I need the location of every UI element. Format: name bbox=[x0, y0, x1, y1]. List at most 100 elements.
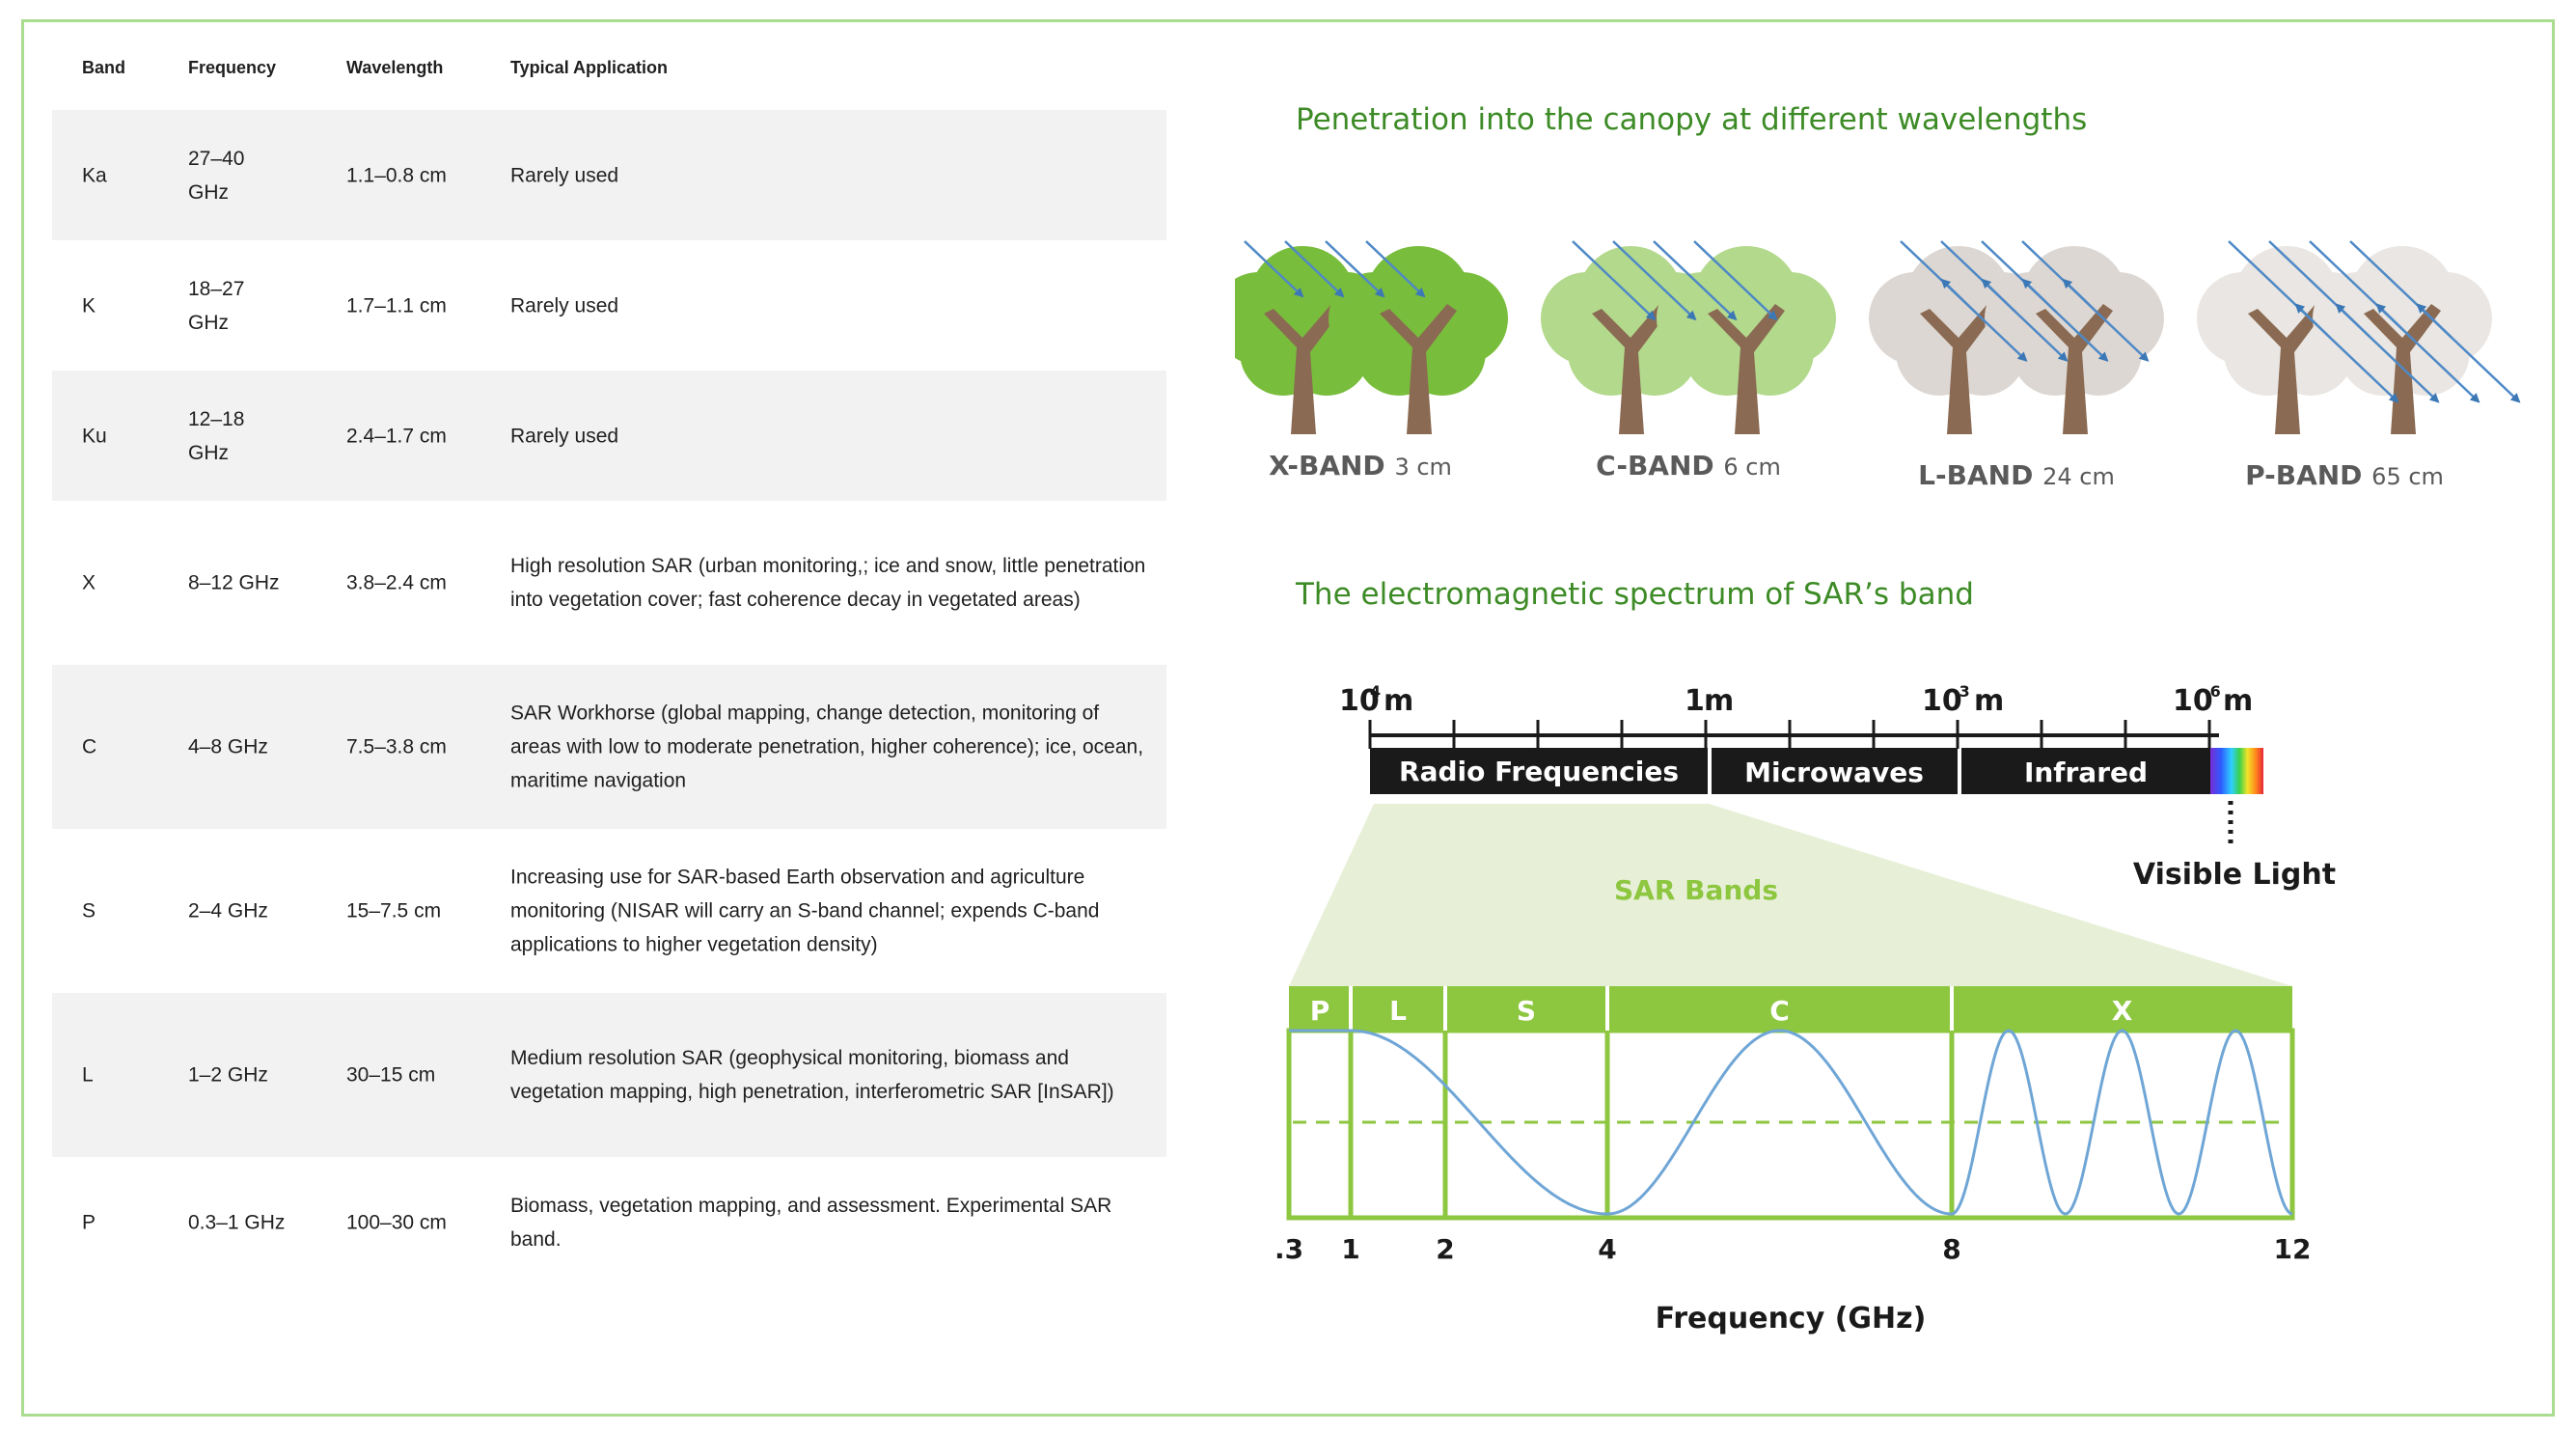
incident-wave-arrow bbox=[1653, 240, 1738, 321]
scale-exp: -3 bbox=[1953, 682, 1970, 701]
scale-exp: -6 bbox=[2204, 682, 2221, 701]
frequency-cell: 27–40 GHz bbox=[188, 147, 245, 204]
backscatter-arrow bbox=[2375, 303, 2412, 339]
band-name: P-BAND bbox=[2245, 459, 2371, 491]
canopy-panel-l-band: L-BAND 24 cm bbox=[1869, 240, 2164, 491]
table-row: Ku 12–18 GHz 2.4–1.7 cm Rarely used bbox=[52, 371, 1166, 501]
incident-wave-arrow bbox=[1365, 240, 1426, 298]
band-cell: C bbox=[82, 735, 97, 758]
backscatter-arrow bbox=[1981, 278, 2017, 314]
backscatter-arrow bbox=[2294, 303, 2331, 339]
sar-band-plot: P L S C X.3 1 2 4 8 12 bbox=[1274, 986, 2312, 1265]
canopy-band-label: L-BAND 24 cm bbox=[1918, 459, 2115, 491]
incident-wave-arrow bbox=[1612, 240, 1697, 321]
scale-ruler bbox=[1368, 720, 2219, 749]
band-cell: P bbox=[82, 1211, 96, 1233]
incident-wave-arrow bbox=[1244, 240, 1304, 298]
application-cell: High resolution SAR (urban monitoring,; … bbox=[510, 555, 1146, 611]
backscatter-arrow bbox=[2416, 303, 2453, 339]
scale-base: 10 bbox=[1339, 684, 1380, 718]
region-label: Infrared bbox=[2024, 757, 2148, 788]
backscatter-arrow bbox=[2062, 278, 2098, 314]
frequency-tick-label: .3 bbox=[1274, 1233, 1303, 1265]
wavelength-cell: 100–30 cm bbox=[346, 1211, 447, 1233]
band-cell: K bbox=[82, 294, 96, 317]
scale-base: 10 bbox=[1922, 684, 1962, 718]
incident-wave-arrow bbox=[1572, 240, 1657, 321]
canopy-band-label: X-BAND 3 cm bbox=[1269, 450, 1452, 482]
region-microwave bbox=[1712, 748, 1958, 794]
application-cell: Biomass, vegetation mapping, and assessm… bbox=[510, 1194, 1112, 1251]
frequency-tick-label: 2 bbox=[1436, 1233, 1454, 1265]
band-label-p: P bbox=[1310, 995, 1330, 1027]
scale-label-1e-6: 10 -6 m bbox=[2173, 682, 2253, 718]
frequency-cell: 4–8 GHz bbox=[188, 735, 268, 758]
band-cell: L bbox=[82, 1063, 94, 1087]
header-wavelength: Wavelength bbox=[346, 58, 444, 77]
header-frequency: Frequency bbox=[188, 58, 277, 77]
band-header-bar bbox=[1289, 986, 2292, 1031]
region-infrared bbox=[1961, 748, 2210, 794]
frequency-cell: 12–18 GHz bbox=[188, 407, 245, 464]
visible-light-label: Visible Light bbox=[2133, 858, 2336, 892]
sar-bands-label: SAR Bands bbox=[1614, 874, 1778, 906]
canopy-band-label: C-BAND 6 cm bbox=[1596, 450, 1781, 482]
wavelength-cell: 1.7–1.1 cm bbox=[346, 294, 447, 317]
scale-base: 1 bbox=[1685, 684, 1705, 718]
canopy-panel-x-band: X-BAND 3 cm bbox=[1235, 240, 1508, 482]
application-cell: Rarely used bbox=[510, 294, 619, 317]
wavelength-cell: 2.4–1.7 cm bbox=[346, 425, 447, 447]
scale-unit: m bbox=[2223, 684, 2253, 718]
application-cell: Medium resolution SAR (geophysical monit… bbox=[510, 1047, 1114, 1103]
table-row: K 18–27 GHz 1.7–1.1 cm Rarely used bbox=[52, 240, 1166, 371]
application-cell: Rarely used bbox=[510, 164, 619, 186]
scale-label-1e4: 10 4 m bbox=[1339, 682, 1413, 718]
sar-zoom-funnel bbox=[1289, 804, 2292, 986]
region-label: Radio Frequencies bbox=[1399, 756, 1679, 787]
application-cell: Increasing use for SAR-based Earth obser… bbox=[510, 866, 1100, 956]
wavelength-cell: 1.1–0.8 cm bbox=[346, 164, 447, 186]
scale-unit: m bbox=[1384, 684, 1413, 718]
backscatter-arrow bbox=[2021, 278, 2058, 314]
incident-wave-arrow bbox=[1693, 240, 1778, 321]
incident-wave-arrow bbox=[1284, 240, 1345, 298]
wavelength-cell: 30–15 cm bbox=[346, 1063, 436, 1087]
frequency-cell: 8–12 GHz bbox=[188, 571, 280, 594]
frequency-tick-label: 8 bbox=[1942, 1233, 1960, 1265]
scale-exp: 4 bbox=[1370, 682, 1381, 701]
band-wavelength: 24 cm bbox=[2042, 463, 2115, 490]
table-row: P 0.3–1 GHz 100–30 cm Biomass, vegetatio… bbox=[52, 1157, 1166, 1287]
tree-icon bbox=[2197, 246, 2376, 434]
band-wavelength: 3 cm bbox=[1394, 454, 1451, 481]
canopy-panel-c-band: C-BAND 6 cm bbox=[1541, 240, 1836, 482]
band-cell: X bbox=[82, 571, 96, 594]
table-row: Ka 27–40 GHz 1.1–0.8 cm Rarely used bbox=[52, 110, 1166, 240]
canopy-penetration-illustration: X-BAND 3 cm C-BAND 6 cm L-BAND 24 cm P-BAND… bbox=[1235, 240, 2521, 491]
frequency-tick-label: 1 bbox=[1341, 1233, 1359, 1265]
wave-curve bbox=[1289, 1029, 2293, 1216]
application-cell: SAR Workhorse (global mapping, change de… bbox=[510, 702, 1144, 792]
region-radio bbox=[1370, 748, 1708, 794]
band-name: C-BAND bbox=[1596, 450, 1723, 482]
wavelength-cell: 15–7.5 cm bbox=[346, 899, 442, 923]
scale-unit: m bbox=[1974, 684, 2004, 718]
band-plot-frame bbox=[1286, 1028, 2295, 1221]
table-row: X 8–12 GHz 3.8–2.4 cm High resolution SA… bbox=[52, 501, 1166, 665]
band-label-l: L bbox=[1389, 995, 1407, 1027]
frequency-axis-label: Frequency (GHz) bbox=[1656, 1302, 1927, 1336]
frequency-cell: 18–27 GHz bbox=[188, 277, 245, 334]
frequency-cell: 2–4 GHz bbox=[188, 899, 268, 923]
em-spectrum-diagram: 10 4 m 1 m 10 -3 m 10 -6 m Radio Frequen… bbox=[1274, 682, 2336, 1336]
band-name: L-BAND bbox=[1918, 459, 2042, 491]
frequency-cell: 1–2 GHz bbox=[188, 1063, 268, 1087]
canopy-title: Penetration into the canopy at different… bbox=[1296, 102, 2088, 137]
backscatter-arrow bbox=[2335, 303, 2371, 339]
band-wavelength: 65 cm bbox=[2371, 463, 2444, 490]
canopy-band-label: P-BAND 65 cm bbox=[2245, 459, 2444, 491]
backscatter-arrow bbox=[1940, 278, 1977, 314]
scale-base: 10 bbox=[2173, 684, 2213, 718]
incident-wave-arrow bbox=[1325, 240, 1385, 298]
frequency-tick-label: 12 bbox=[2274, 1233, 2312, 1265]
header-band: Band bbox=[82, 58, 125, 77]
scale-label-1m: 1 m bbox=[1685, 684, 1734, 718]
